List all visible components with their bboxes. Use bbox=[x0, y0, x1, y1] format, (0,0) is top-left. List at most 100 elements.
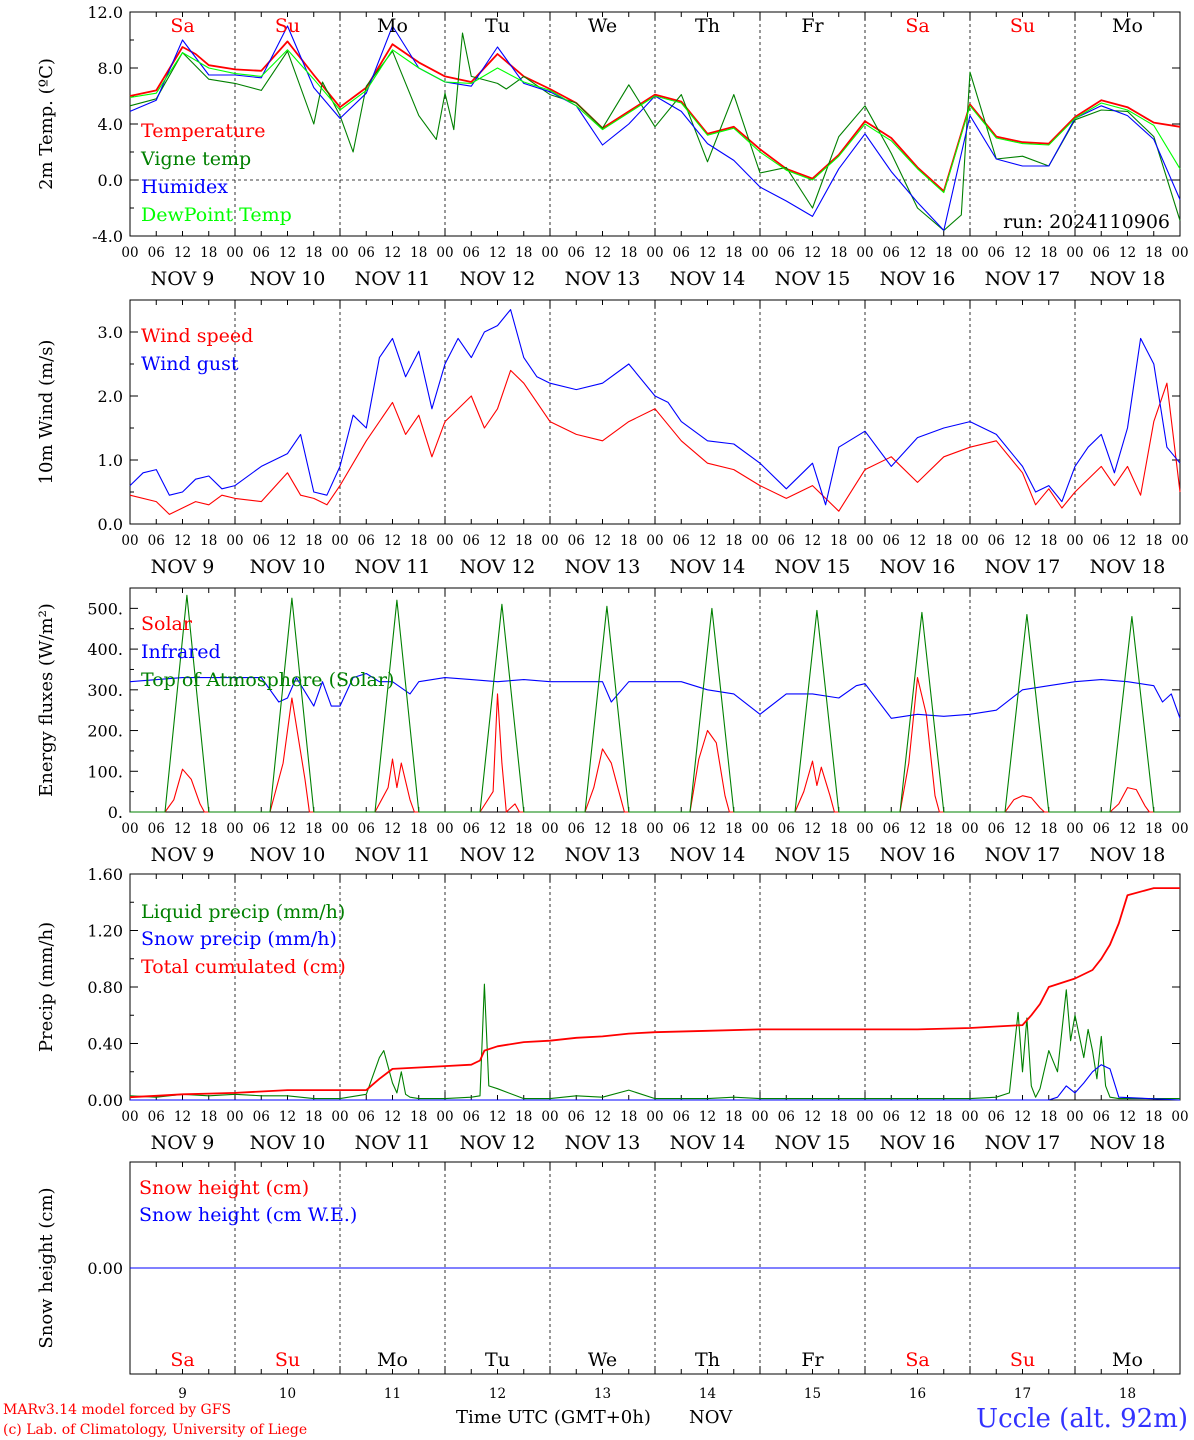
day-number-label: 13 bbox=[594, 1386, 611, 1402]
hour-tick-label: 00 bbox=[436, 1109, 453, 1125]
hour-tick-label: 00 bbox=[121, 245, 138, 261]
legend-entry: Snow height (cm W.E.) bbox=[139, 1204, 357, 1226]
date-label: NOV 17 bbox=[985, 1132, 1061, 1154]
hour-tick-label: 00 bbox=[331, 1109, 348, 1125]
hour-tick-label: 00 bbox=[646, 245, 663, 261]
series-line-top-of-atmosphere-solar bbox=[130, 594, 1180, 813]
y-axis-title: Snow height (cm) bbox=[36, 1187, 57, 1348]
hour-tick-label: 00 bbox=[226, 245, 243, 261]
date-label: NOV 15 bbox=[775, 1132, 851, 1154]
weekday-label: We bbox=[588, 1349, 617, 1371]
hour-tick-label: 06 bbox=[1093, 1109, 1110, 1125]
hour-tick-label: 12 bbox=[804, 245, 821, 261]
weekday-label: Tu bbox=[485, 1349, 510, 1371]
day-number-label: 11 bbox=[384, 1386, 401, 1402]
date-label: NOV 17 bbox=[985, 556, 1061, 578]
y-tick-label: 0.00 bbox=[87, 1091, 123, 1110]
hour-tick-label: 00 bbox=[751, 821, 768, 837]
hour-tick-label: 06 bbox=[463, 245, 480, 261]
hour-tick-label: 00 bbox=[751, 1109, 768, 1125]
hour-tick-label: 12 bbox=[699, 1109, 716, 1125]
date-label: NOV 9 bbox=[151, 844, 215, 866]
day-number-label: 12 bbox=[489, 1386, 506, 1402]
y-tick-label: 2.0 bbox=[98, 387, 123, 406]
y-tick-label: 12.0 bbox=[87, 3, 123, 22]
hour-tick-label: 06 bbox=[358, 245, 375, 261]
date-label: NOV 12 bbox=[460, 556, 536, 578]
date-label: NOV 12 bbox=[460, 844, 536, 866]
hour-tick-label: 06 bbox=[463, 1109, 480, 1125]
date-label: NOV 13 bbox=[565, 556, 641, 578]
hour-tick-label: 12 bbox=[1014, 533, 1031, 549]
hour-tick-label: 18 bbox=[200, 533, 217, 549]
y-tick-label: 300. bbox=[87, 681, 123, 700]
hour-tick-label: 06 bbox=[883, 1109, 900, 1125]
weekday-label: Su bbox=[1010, 15, 1035, 37]
y-tick-label: 500. bbox=[87, 599, 123, 618]
hour-tick-label: 06 bbox=[673, 245, 690, 261]
hour-tick-label: 00 bbox=[856, 1109, 873, 1125]
series-line-liquid-precip-mm-h bbox=[129, 983, 1180, 1100]
hour-tick-label: 00 bbox=[436, 245, 453, 261]
date-label: NOV 13 bbox=[565, 844, 641, 866]
series-line-dewpoint-temp bbox=[129, 49, 1181, 194]
hour-tick-label: 06 bbox=[568, 821, 585, 837]
hour-tick-label: 06 bbox=[358, 1109, 375, 1125]
hour-tick-label: 00 bbox=[856, 533, 873, 549]
hour-tick-label: 00 bbox=[646, 821, 663, 837]
hour-tick-label: 00 bbox=[1171, 533, 1188, 549]
y-tick-label: 0.0 bbox=[98, 171, 123, 190]
y-tick-label: 3.0 bbox=[98, 323, 123, 342]
hour-tick-label: 00 bbox=[961, 821, 978, 837]
date-label: NOV 11 bbox=[355, 268, 431, 290]
series-line-snow-precip-mm-h bbox=[130, 1064, 1181, 1101]
date-label: NOV 18 bbox=[1090, 844, 1166, 866]
hour-tick-label: 18 bbox=[200, 1109, 217, 1125]
hour-tick-label: 06 bbox=[253, 533, 270, 549]
hour-tick-label: 06 bbox=[883, 821, 900, 837]
hour-tick-label: 18 bbox=[305, 533, 322, 549]
weekday-label: Sa bbox=[170, 1349, 194, 1371]
hour-tick-label: 18 bbox=[725, 245, 742, 261]
date-label: NOV 16 bbox=[880, 844, 956, 866]
hour-tick-label: 00 bbox=[226, 821, 243, 837]
y-tick-label: 400. bbox=[87, 640, 123, 659]
hour-tick-label: 12 bbox=[279, 245, 296, 261]
weekday-label: Mo bbox=[1112, 15, 1143, 37]
hour-tick-label: 12 bbox=[1014, 1109, 1031, 1125]
hour-tick-label: 06 bbox=[568, 533, 585, 549]
panel-5: 0.00 Snow height (cm) Snow height (cm) Snow… bbox=[36, 1161, 1181, 1402]
legend-entry: Solar bbox=[141, 613, 193, 635]
y-tick-label: 8.0 bbox=[98, 59, 123, 78]
date-label: NOV 18 bbox=[1090, 268, 1166, 290]
legend-entry: Top of Atmosphere (Solar) bbox=[141, 669, 394, 691]
date-label: NOV 9 bbox=[151, 268, 215, 290]
series-line-total-cumulated-cm bbox=[129, 887, 1180, 1099]
hour-tick-label: 18 bbox=[410, 245, 427, 261]
panel-4: 0.00 0.40 0.80 1.20 1.60 Precip (mm/h) Liquid … bbox=[36, 865, 1189, 1154]
hour-tick-label: 06 bbox=[673, 1109, 690, 1125]
hour-tick-label: 12 bbox=[909, 1109, 926, 1125]
y-tick-label: 1.0 bbox=[98, 451, 123, 470]
hour-tick-label: 12 bbox=[909, 533, 926, 549]
panel-3: 0. 100. 200. 300. 400. 500. Energy fluxes (W/m… bbox=[36, 587, 1189, 866]
hour-tick-label: 12 bbox=[804, 1109, 821, 1125]
y-tick-label: -4.0 bbox=[92, 227, 123, 246]
hour-tick-label: 12 bbox=[804, 533, 821, 549]
panel-1: -4.0 0.0 4.0 8.0 12.0 2m Temp. (ºC) Temperatur… bbox=[36, 3, 1189, 290]
hour-tick-label: 00 bbox=[436, 533, 453, 549]
hour-tick-label: 18 bbox=[515, 821, 532, 837]
y-axis-title: 10m Wind (m/s) bbox=[36, 340, 57, 485]
hour-tick-label: 00 bbox=[541, 533, 558, 549]
hour-tick-label: 00 bbox=[1066, 245, 1083, 261]
hour-tick-label: 18 bbox=[410, 1109, 427, 1125]
day-number-label: 9 bbox=[178, 1386, 187, 1402]
hour-tick-label: 12 bbox=[1014, 245, 1031, 261]
date-label: NOV 9 bbox=[151, 1132, 215, 1154]
weekday-label: Mo bbox=[1112, 1349, 1143, 1371]
weekday-label: Th bbox=[695, 15, 720, 37]
hour-tick-label: 00 bbox=[331, 821, 348, 837]
date-label: NOV 10 bbox=[250, 1132, 326, 1154]
date-label: NOV 10 bbox=[250, 556, 326, 578]
